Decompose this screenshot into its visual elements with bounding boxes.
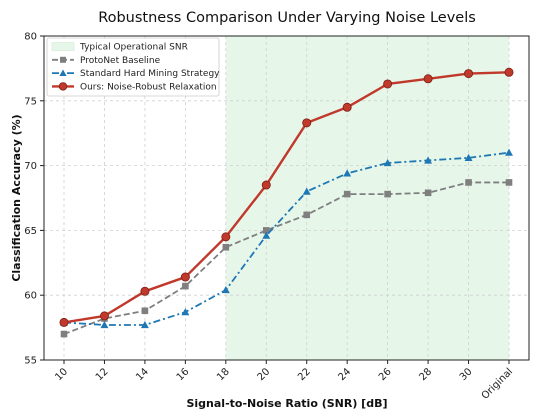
data-point-triangle	[464, 153, 473, 161]
legend-box	[46, 37, 220, 97]
data-point-circle	[504, 67, 514, 77]
data-point-triangle	[100, 321, 109, 329]
legend-label: ProtoNet Baseline	[80, 56, 161, 66]
data-point-triangle	[505, 148, 513, 156]
data-point-square	[465, 179, 472, 186]
data-point-circle	[464, 69, 474, 79]
x-tick-label: 16	[175, 366, 192, 383]
y-tick-label: 75	[24, 96, 37, 107]
data-point-circle	[59, 317, 69, 327]
x-axis-label: Signal-to-Noise Ratio (SNR) [dB]	[186, 397, 387, 410]
chart-title: Robustness Comparison Under Varying Nois…	[98, 10, 476, 26]
series-group	[59, 67, 514, 338]
y-tick-label: 65	[24, 226, 37, 237]
legend-label: Standard Hard Mining Strategy	[80, 69, 220, 79]
x-tick-label: 22	[296, 366, 313, 383]
data-point-circle	[342, 102, 352, 112]
data-point-triangle	[140, 321, 149, 329]
series-line	[63, 151, 510, 326]
data-point-circle	[180, 272, 190, 282]
data-point-triangle	[262, 231, 271, 239]
data-point-square	[262, 227, 270, 234]
data-point-square	[222, 243, 230, 251]
legend: Typical Operational SNR ProtoNet Baseline…	[46, 37, 220, 97]
y-tick-label: 55	[24, 356, 37, 367]
data-point-square	[505, 179, 513, 186]
data-point-circle	[383, 79, 393, 89]
y-tick-label: 60	[24, 291, 37, 302]
legend-label: Typical Operational SNR	[79, 43, 188, 53]
series-line	[63, 71, 510, 324]
data-point-square	[182, 282, 189, 290]
x-tick-label: 28	[417, 366, 434, 383]
x-tick-label: 10	[53, 366, 70, 383]
x-tick-label: 20	[256, 366, 273, 383]
data-point-circle	[99, 311, 109, 321]
data-point-square	[60, 330, 68, 338]
data-point-triangle	[424, 156, 433, 164]
plot-area	[44, 36, 529, 360]
data-point-square	[60, 56, 66, 63]
x-tick-label: 12	[94, 366, 111, 383]
data-point-triangle	[221, 286, 230, 294]
y-axis-label: Classification Accuracy (%)	[10, 114, 23, 281]
shaded-region	[225, 36, 509, 360]
legend-swatch-region	[51, 42, 75, 51]
x-tick-label: 30	[458, 366, 475, 383]
series-line	[63, 181, 509, 335]
x-tick-label: Original	[480, 366, 515, 401]
data-point-triangle	[383, 159, 392, 167]
data-point-triangle	[343, 169, 352, 177]
data-point-circle	[261, 180, 271, 190]
data-point-square	[343, 190, 351, 198]
data-point-triangle	[181, 308, 190, 316]
data-point-circle	[140, 286, 150, 296]
data-point-triangle	[59, 69, 67, 76]
data-point-circle	[302, 118, 312, 128]
data-point-circle	[221, 232, 231, 242]
data-point-triangle	[302, 187, 311, 195]
y-tick-label: 80	[24, 32, 37, 43]
data-point-square	[424, 189, 432, 197]
x-tick-label: 14	[134, 366, 151, 383]
x-tick-label: 26	[377, 366, 394, 383]
data-point-circle	[58, 82, 68, 91]
legend-label: Ours: Noise-Robust Relaxation	[80, 82, 217, 92]
y-tick-label: 70	[24, 161, 37, 172]
data-point-square	[384, 190, 391, 198]
x-tick-label: 24	[337, 366, 354, 383]
data-point-circle	[423, 74, 433, 84]
x-tick-label: 18	[215, 366, 232, 383]
data-point-square	[141, 307, 149, 315]
data-point-square	[303, 211, 311, 219]
plot-frame	[43, 35, 530, 361]
